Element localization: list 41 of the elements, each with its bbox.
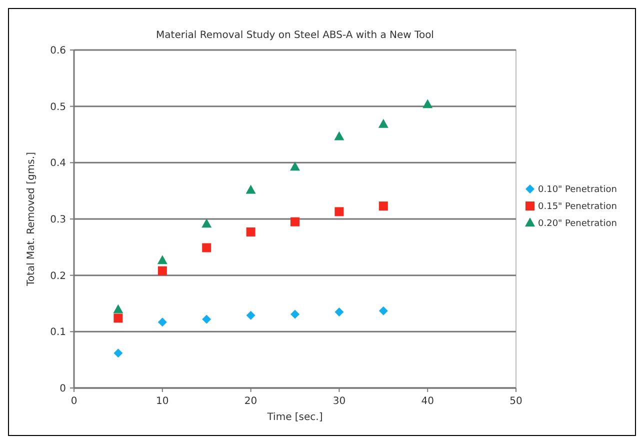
y-tick-label: 0.4 (50, 158, 66, 170)
point (378, 118, 388, 128)
point (114, 314, 123, 323)
point (334, 307, 344, 316)
x-tick-label: 50 (510, 396, 522, 407)
point (290, 310, 300, 319)
point (422, 99, 433, 108)
point (158, 266, 167, 276)
y-tick-label: 0 (60, 384, 66, 394)
point (334, 131, 344, 140)
y-tick-label: 0.5 (50, 102, 66, 113)
legend-label: 0.15" Penetration (538, 202, 617, 212)
point (114, 348, 123, 358)
point (157, 255, 168, 264)
point (334, 207, 344, 216)
y-tick-label: 0.6 (50, 46, 66, 56)
point (113, 304, 124, 314)
legend-label: 0.20" Penetration (538, 219, 617, 230)
point (290, 217, 300, 226)
y-tick-label: 0.1 (50, 327, 66, 338)
x-tick-label: 40 (421, 396, 434, 407)
point (378, 306, 388, 316)
y-tick-label: 0.2 (50, 270, 66, 282)
y-tick-label: 0.3 (50, 214, 66, 226)
point (246, 184, 256, 194)
point (202, 218, 212, 228)
point (378, 202, 388, 211)
point (290, 162, 300, 171)
y-axis-title: Total Mat. Removed [gms.] (26, 152, 37, 287)
point (202, 314, 212, 324)
point (202, 243, 212, 252)
point (158, 318, 167, 327)
x-tick-label: 0 (70, 396, 78, 407)
x-tick-label: 20 (244, 396, 258, 407)
x-axis-title: Time [sec.] (266, 412, 323, 423)
x-tick-label: 10 (156, 396, 169, 407)
point (246, 227, 256, 236)
x-tick-label: 30 (332, 396, 346, 407)
chart-title: Material Removal Study on Steel ABS-A with a New Tool (156, 30, 434, 41)
legend-label: 0.10" Penetration (538, 185, 617, 196)
point (246, 310, 256, 320)
